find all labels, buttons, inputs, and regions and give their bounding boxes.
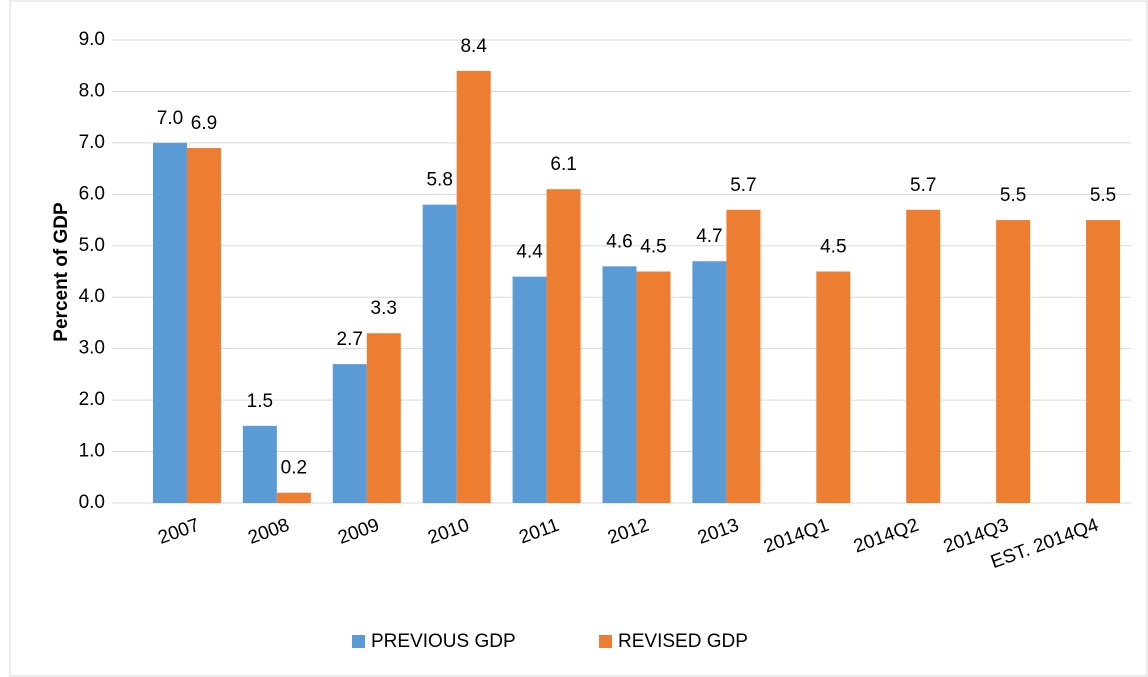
bar [996,220,1031,504]
legend-label: REVISED GDP [618,631,748,652]
data-label: 5.8 [426,170,452,191]
data-label: 5.7 [730,175,756,196]
data-label: 4.5 [640,237,666,258]
bar [546,189,581,503]
bar [276,492,311,503]
data-label: 3.3 [371,298,397,319]
bar [602,266,637,503]
bar [242,425,277,503]
y-tick-label: 0.0 [79,492,105,513]
data-label: 4.5 [820,237,846,258]
data-label: 4.6 [606,231,632,252]
data-label: 4.7 [696,226,722,247]
bar [906,209,941,503]
data-label: 5.5 [1000,185,1026,206]
y-tick-label: 9.0 [79,29,105,50]
data-label: 8.4 [460,36,487,57]
data-label: 5.7 [910,175,936,196]
y-tick-label: 3.0 [79,338,105,359]
data-label: 5.5 [1090,185,1116,206]
data-label: 6.9 [191,113,217,134]
bar [1086,220,1121,504]
y-tick-label: 5.0 [79,235,105,256]
data-label: 7.0 [157,108,183,129]
y-tick-label: 1.0 [79,441,105,462]
legend-swatch [599,635,612,648]
data-label: 4.4 [516,242,543,263]
bar [456,70,491,503]
bar [422,204,457,503]
data-label: 2.7 [337,329,363,350]
y-tick-label: 8.0 [79,80,105,101]
y-tick-label: 2.0 [79,389,105,410]
legend-label: PREVIOUS GDP [371,631,516,652]
data-label: 1.5 [247,391,273,412]
bar [366,333,401,503]
bar [186,148,221,504]
bar [152,142,187,503]
bar [692,261,727,503]
data-label: 6.1 [550,154,576,175]
y-axis-label: Percent of GDP [51,202,72,342]
data-label: 0.2 [281,458,307,479]
legend-swatch [352,635,365,648]
bar [512,276,547,503]
bar [332,364,367,503]
y-tick-label: 4.0 [79,286,105,307]
y-tick-label: 7.0 [79,132,105,153]
bar [636,271,671,503]
y-tick-label: 6.0 [79,183,105,204]
bar [816,271,851,503]
bar [726,209,761,503]
